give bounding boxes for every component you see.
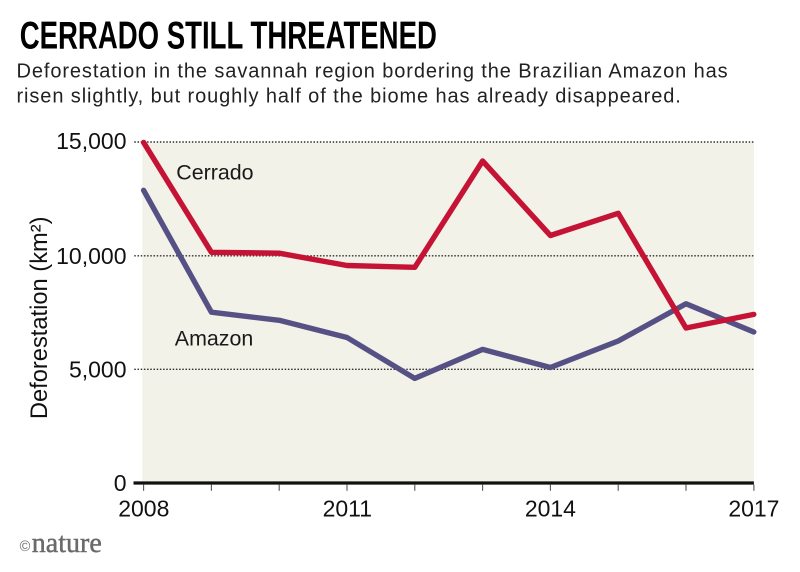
svg-text:©: © — [20, 539, 31, 555]
svg-text:2017: 2017 — [728, 496, 779, 522]
svg-text:2011: 2011 — [323, 496, 372, 522]
svg-text:CERRADO STILL THREATENED: CERRADO STILL THREATENED — [20, 14, 437, 58]
svg-text:0: 0 — [114, 470, 127, 496]
svg-text:Cerrado: Cerrado — [176, 160, 253, 184]
svg-text:5,000: 5,000 — [69, 356, 127, 382]
svg-text:10,000: 10,000 — [56, 243, 126, 269]
svg-text:2008: 2008 — [118, 496, 169, 522]
svg-text:Amazon: Amazon — [175, 327, 253, 351]
svg-text:2014: 2014 — [525, 496, 576, 522]
svg-text:Deforestation in the savannah: Deforestation in the savannah region bor… — [17, 60, 729, 82]
svg-text:Deforestation (km²): Deforestation (km²) — [27, 216, 53, 419]
svg-text:15,000: 15,000 — [56, 128, 126, 154]
svg-text:risen slightly, but roughly ha: risen slightly, but roughly half of the … — [17, 85, 682, 107]
svg-text:nature: nature — [32, 528, 102, 559]
